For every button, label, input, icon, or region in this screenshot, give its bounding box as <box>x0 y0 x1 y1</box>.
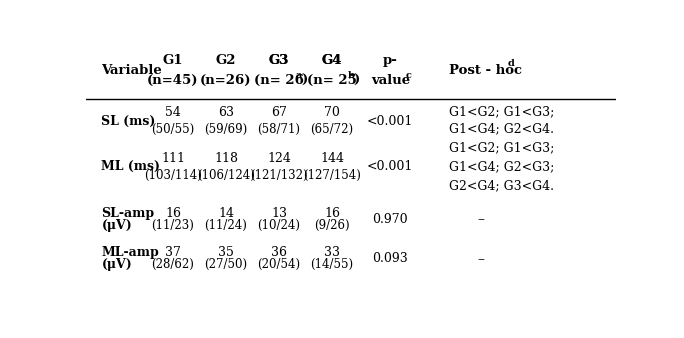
Text: (50/55): (50/55) <box>151 123 194 136</box>
Text: G1<G4; G2<G4.: G1<G4; G2<G4. <box>449 123 553 136</box>
Text: Post - hoc: Post - hoc <box>449 64 522 77</box>
Text: a: a <box>296 71 302 80</box>
Text: (103/114): (103/114) <box>144 169 202 182</box>
Text: (14/55): (14/55) <box>311 258 354 271</box>
Text: (μV): (μV) <box>101 258 132 271</box>
Text: 118: 118 <box>214 152 238 165</box>
Text: value: value <box>371 74 410 88</box>
Text: G4: G4 <box>321 54 342 67</box>
Text: (106/124): (106/124) <box>197 169 255 182</box>
Text: 36: 36 <box>271 246 287 259</box>
Text: G1: G1 <box>163 54 183 67</box>
Text: 63: 63 <box>218 106 234 119</box>
Text: G1<G2; G1<G3;: G1<G2; G1<G3; <box>449 106 554 119</box>
Text: 16: 16 <box>324 207 340 220</box>
Text: (9/26): (9/26) <box>314 219 350 232</box>
Text: (11/23): (11/23) <box>152 219 194 232</box>
Text: (127/154): (127/154) <box>303 169 361 182</box>
Text: (11/24): (11/24) <box>205 219 248 232</box>
Text: 33: 33 <box>324 246 340 259</box>
Text: ML-amp: ML-amp <box>101 246 159 259</box>
Text: d: d <box>508 59 515 69</box>
Text: 54: 54 <box>165 106 181 119</box>
Text: 70: 70 <box>324 106 340 119</box>
Text: (n=45): (n=45) <box>147 74 199 88</box>
Text: (n= 25: (n= 25 <box>307 74 357 88</box>
Text: <0.001: <0.001 <box>367 160 414 173</box>
Text: G3: G3 <box>269 54 289 67</box>
Text: (27/50): (27/50) <box>205 258 248 271</box>
Text: G2: G2 <box>215 54 236 67</box>
Text: 14: 14 <box>218 207 234 220</box>
Text: G4: G4 <box>321 54 342 67</box>
Text: G2<G4; G3<G4.: G2<G4; G3<G4. <box>449 179 553 192</box>
Text: (65/72): (65/72) <box>311 123 354 136</box>
Text: ): ) <box>301 74 308 88</box>
Text: (μV): (μV) <box>101 219 132 232</box>
Text: 0.970: 0.970 <box>373 213 408 226</box>
Text: 37: 37 <box>165 246 181 259</box>
Text: (28/62): (28/62) <box>152 258 194 271</box>
Text: SL (ms): SL (ms) <box>101 115 156 128</box>
Text: 0.093: 0.093 <box>372 252 408 265</box>
Text: (10/24): (10/24) <box>257 219 300 232</box>
Text: 144: 144 <box>320 152 344 165</box>
Text: (n= 26: (n= 26 <box>254 74 304 88</box>
Text: 13: 13 <box>271 207 287 220</box>
Text: (59/69): (59/69) <box>205 123 248 136</box>
Text: p-: p- <box>383 54 397 67</box>
Text: G1<G4; G2<G3;: G1<G4; G2<G3; <box>449 160 554 173</box>
Text: 16: 16 <box>165 207 181 220</box>
Text: (n=26): (n=26) <box>200 74 252 88</box>
Text: (20/54): (20/54) <box>257 258 300 271</box>
Text: 35: 35 <box>218 246 234 259</box>
Text: SL-amp: SL-amp <box>101 207 155 220</box>
Text: (121/132): (121/132) <box>250 169 308 182</box>
Text: –: – <box>477 213 484 226</box>
Text: c: c <box>405 71 411 80</box>
Text: (58/71): (58/71) <box>257 123 300 136</box>
Text: G1<G2; G1<G3;: G1<G2; G1<G3; <box>449 141 554 154</box>
Text: b: b <box>348 71 355 80</box>
Text: –: – <box>477 252 484 266</box>
Text: Variable: Variable <box>101 64 162 77</box>
Text: 111: 111 <box>161 152 185 165</box>
Text: <0.001: <0.001 <box>367 115 414 128</box>
Text: 67: 67 <box>271 106 287 119</box>
Text: ): ) <box>353 74 360 88</box>
Text: ML (ms): ML (ms) <box>101 160 161 173</box>
Text: G3: G3 <box>269 54 289 67</box>
Text: 124: 124 <box>267 152 291 165</box>
